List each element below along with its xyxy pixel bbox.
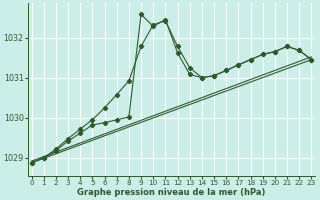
X-axis label: Graphe pression niveau de la mer (hPa): Graphe pression niveau de la mer (hPa) [77, 188, 266, 197]
